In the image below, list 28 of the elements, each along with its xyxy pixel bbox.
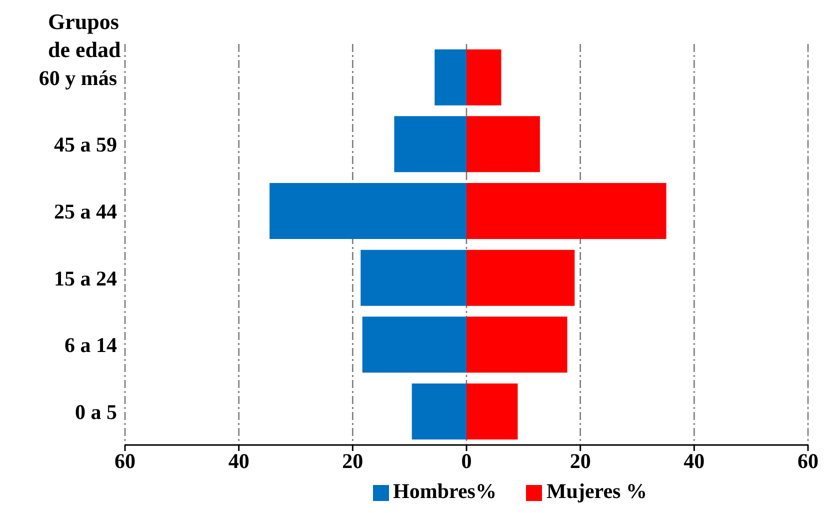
x-tick-label: 20 bbox=[570, 448, 591, 473]
y-tick-label: 25 a 44 bbox=[54, 200, 118, 224]
x-tick-label: 60 bbox=[798, 448, 818, 473]
y-tick-label: 0 a 5 bbox=[75, 400, 117, 424]
x-tick-label: 0 bbox=[461, 448, 472, 473]
y-tick-label: 15 a 24 bbox=[54, 266, 118, 290]
bar bbox=[466, 316, 568, 373]
bar bbox=[466, 384, 518, 440]
x-tick-label: 60 bbox=[114, 448, 136, 473]
bar bbox=[466, 116, 540, 172]
bar bbox=[412, 384, 466, 440]
legend-label: Mujeres % bbox=[546, 479, 647, 503]
x-tick-label: 20 bbox=[342, 448, 364, 473]
bar bbox=[394, 116, 466, 172]
bar bbox=[270, 183, 466, 240]
y-tick-label: 6 a 14 bbox=[64, 333, 118, 358]
bar bbox=[466, 250, 575, 306]
bar bbox=[466, 183, 666, 240]
y-tick-label: 60 y más bbox=[38, 66, 117, 90]
bar bbox=[360, 250, 466, 306]
y-axis-title: Grupos de edad bbox=[48, 8, 122, 64]
bar bbox=[362, 316, 466, 373]
bar bbox=[434, 49, 466, 106]
x-tick-label: 40 bbox=[228, 448, 250, 473]
y-tick-label: 45 a 59 bbox=[54, 132, 117, 157]
x-tick-label: 40 bbox=[684, 448, 705, 473]
legend-label: Hombres% bbox=[393, 479, 496, 503]
bar bbox=[466, 49, 502, 106]
